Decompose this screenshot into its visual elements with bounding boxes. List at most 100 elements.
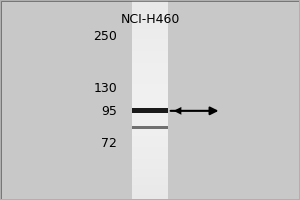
Bar xyxy=(132,94,168,96)
Bar xyxy=(132,43,168,45)
Bar xyxy=(132,33,168,35)
Bar xyxy=(132,145,168,147)
Bar xyxy=(132,147,168,149)
Bar xyxy=(132,31,168,33)
Bar xyxy=(132,155,168,157)
Bar xyxy=(132,5,168,7)
Bar xyxy=(132,139,168,141)
Bar xyxy=(132,96,168,98)
Bar xyxy=(132,37,168,39)
Bar xyxy=(132,108,168,113)
Bar xyxy=(132,72,168,74)
Bar xyxy=(132,112,168,114)
Bar xyxy=(132,9,168,11)
Bar xyxy=(132,163,168,165)
Bar xyxy=(132,187,168,189)
Bar xyxy=(132,137,168,139)
Bar xyxy=(132,64,168,66)
Bar xyxy=(132,90,168,92)
Bar xyxy=(132,130,168,132)
Bar xyxy=(132,88,168,90)
Text: 72: 72 xyxy=(101,137,117,150)
Bar xyxy=(132,128,168,130)
Bar xyxy=(132,59,168,61)
Bar xyxy=(132,35,168,37)
Bar xyxy=(132,126,168,128)
Bar xyxy=(132,17,168,19)
Bar xyxy=(132,13,168,15)
Bar xyxy=(132,1,168,3)
Bar xyxy=(132,197,168,199)
Bar xyxy=(132,29,168,31)
Bar xyxy=(132,21,168,23)
Text: 250: 250 xyxy=(93,30,117,43)
Bar xyxy=(132,143,168,145)
Bar xyxy=(132,165,168,167)
Bar xyxy=(132,136,168,137)
Bar xyxy=(132,126,168,129)
Bar xyxy=(132,23,168,25)
Bar xyxy=(132,55,168,57)
Bar xyxy=(132,3,168,5)
Bar xyxy=(132,171,168,173)
Text: NCI-H460: NCI-H460 xyxy=(120,13,180,26)
Bar xyxy=(132,118,168,120)
Bar xyxy=(132,193,168,195)
Bar xyxy=(132,98,168,100)
Bar xyxy=(132,53,168,55)
Bar xyxy=(132,134,168,136)
Bar xyxy=(132,157,168,159)
Text: 130: 130 xyxy=(94,82,117,95)
Bar xyxy=(132,15,168,17)
Bar xyxy=(132,179,168,181)
Bar xyxy=(132,124,168,126)
Bar xyxy=(132,47,168,49)
Bar xyxy=(132,7,168,9)
Bar xyxy=(132,63,168,64)
Bar xyxy=(132,104,168,106)
Bar xyxy=(132,102,168,104)
Bar xyxy=(132,49,168,51)
Bar xyxy=(132,61,168,63)
Bar xyxy=(132,191,168,193)
Bar xyxy=(132,11,168,13)
Text: 95: 95 xyxy=(101,105,117,118)
Bar xyxy=(132,175,168,177)
Bar xyxy=(132,86,168,88)
Bar xyxy=(132,173,168,175)
Bar xyxy=(132,1,168,199)
Bar xyxy=(132,161,168,163)
Bar xyxy=(132,70,168,72)
Bar xyxy=(132,167,168,169)
Bar xyxy=(132,51,168,53)
Bar xyxy=(132,149,168,151)
Bar xyxy=(132,45,168,47)
Bar xyxy=(132,78,168,80)
Bar xyxy=(132,110,168,112)
Bar xyxy=(132,116,168,118)
Bar xyxy=(132,122,168,124)
Bar xyxy=(132,177,168,179)
Bar xyxy=(132,151,168,153)
Bar xyxy=(132,27,168,29)
Bar xyxy=(132,66,168,68)
Bar xyxy=(132,181,168,183)
Bar xyxy=(132,100,168,102)
Bar xyxy=(132,159,168,161)
Bar xyxy=(132,80,168,82)
Bar xyxy=(132,84,168,86)
Bar xyxy=(132,153,168,155)
Bar xyxy=(132,141,168,143)
Bar xyxy=(132,25,168,27)
Bar xyxy=(132,183,168,185)
Bar xyxy=(132,114,168,116)
Bar xyxy=(132,82,168,84)
Bar xyxy=(132,76,168,78)
Bar xyxy=(132,120,168,122)
Bar xyxy=(132,185,168,187)
Bar xyxy=(132,169,168,171)
Bar xyxy=(132,132,168,134)
Bar xyxy=(132,195,168,197)
Bar xyxy=(132,189,168,191)
Bar xyxy=(132,108,168,110)
